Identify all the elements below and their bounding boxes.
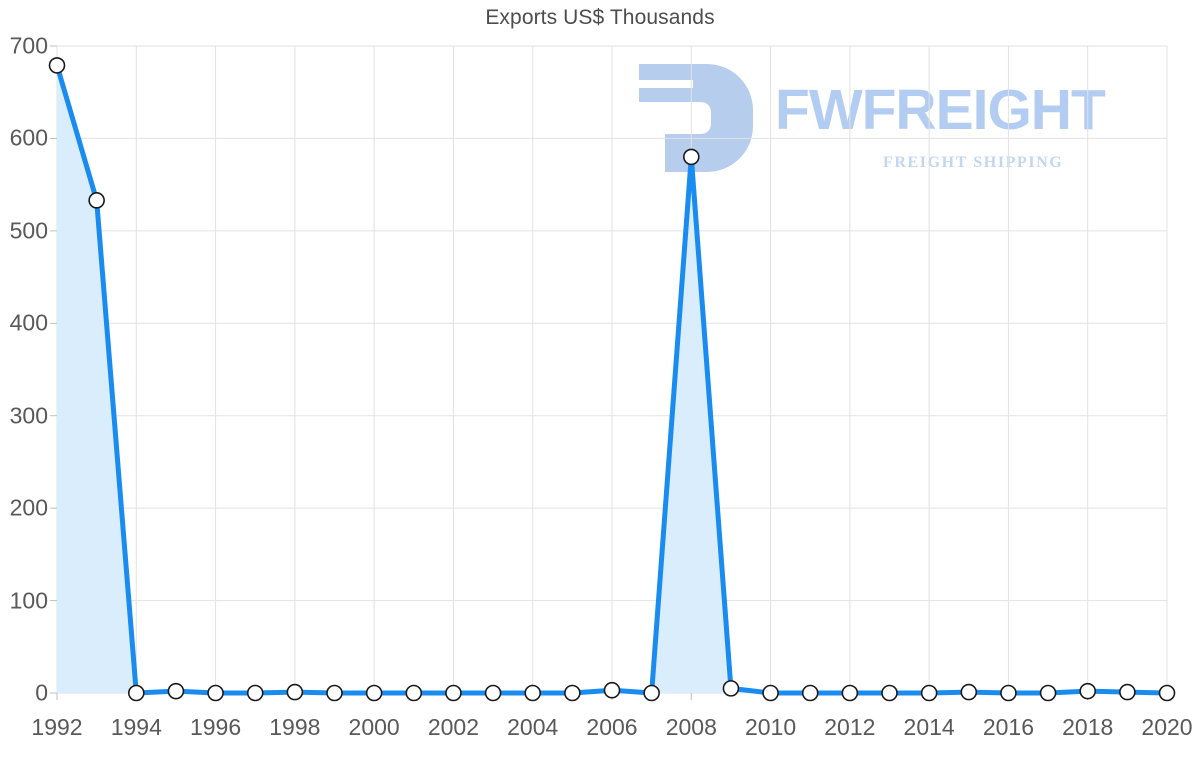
y-axis-tick-label: 200 [9, 494, 48, 521]
x-axis-tick-label: 1998 [269, 714, 321, 740]
x-axis-tick-label: 1996 [189, 714, 242, 740]
x-axis-tick-label: 2000 [348, 714, 400, 740]
x-axis-tick-label: 2004 [507, 714, 559, 740]
x-axis-tick-label: 2012 [824, 714, 876, 740]
x-axis-tick-label: 2020 [1141, 714, 1193, 740]
data-markers [48, 57, 1176, 702]
x-axis-tick-label: 1994 [110, 714, 162, 740]
x-axis-tick-label: 2010 [744, 714, 797, 740]
x-axis-tick-label: 2018 [1062, 714, 1114, 740]
chart-title: Exports US$ Thousands [485, 6, 715, 29]
x-axis-tick-label: 2008 [665, 714, 717, 740]
x-axis-tick-label: 2014 [903, 714, 955, 740]
y-axis-tick-label: 0 [35, 679, 48, 706]
x-axis-tick-label: 2006 [586, 714, 638, 740]
y-axis-tick-label: 600 [9, 124, 48, 151]
x-axis-tick-label: 2002 [427, 714, 480, 740]
y-axis-tick-label: 100 [9, 587, 48, 614]
y-axis-tick-label: 400 [9, 309, 48, 336]
y-axis-tick-label: 700 [9, 32, 48, 59]
x-axis-tick-label: 2016 [982, 714, 1035, 740]
y-axis-tick-label: 500 [9, 217, 48, 244]
x-axis-tick-label: 1992 [31, 714, 83, 740]
grid-lines [50, 45, 1168, 700]
y-axis-tick-label: 300 [9, 402, 48, 429]
